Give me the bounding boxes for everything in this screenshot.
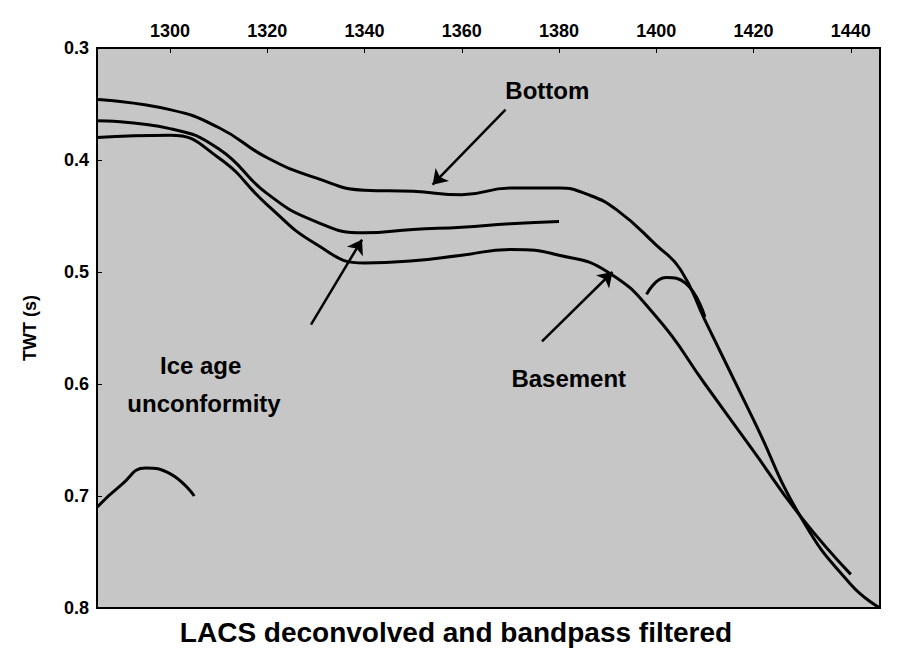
svg-text:1360: 1360 (442, 21, 482, 41)
svg-text:0.6: 0.6 (64, 374, 89, 394)
svg-text:0.4: 0.4 (64, 150, 89, 170)
svg-text:1320: 1320 (247, 21, 287, 41)
svg-text:LACS deconvolved and bandpass: LACS deconvolved and bandpass filtered (180, 617, 732, 648)
svg-text:1400: 1400 (636, 21, 676, 41)
svg-text:1380: 1380 (539, 21, 579, 41)
svg-text:0.7: 0.7 (64, 486, 89, 506)
svg-text:unconformity: unconformity (127, 390, 281, 417)
svg-text:1340: 1340 (344, 21, 384, 41)
svg-text:1300: 1300 (150, 21, 190, 41)
svg-text:1440: 1440 (831, 21, 871, 41)
svg-text:0.5: 0.5 (64, 262, 89, 282)
svg-text:TWT (s): TWT (s) (20, 295, 40, 361)
svg-text:0.3: 0.3 (64, 38, 89, 58)
svg-text:Basement: Basement (511, 365, 626, 392)
svg-text:1420: 1420 (734, 21, 774, 41)
svg-text:Bottom: Bottom (505, 77, 589, 104)
svg-text:Ice age: Ice age (160, 352, 248, 379)
svg-text:0.8: 0.8 (64, 598, 89, 618)
